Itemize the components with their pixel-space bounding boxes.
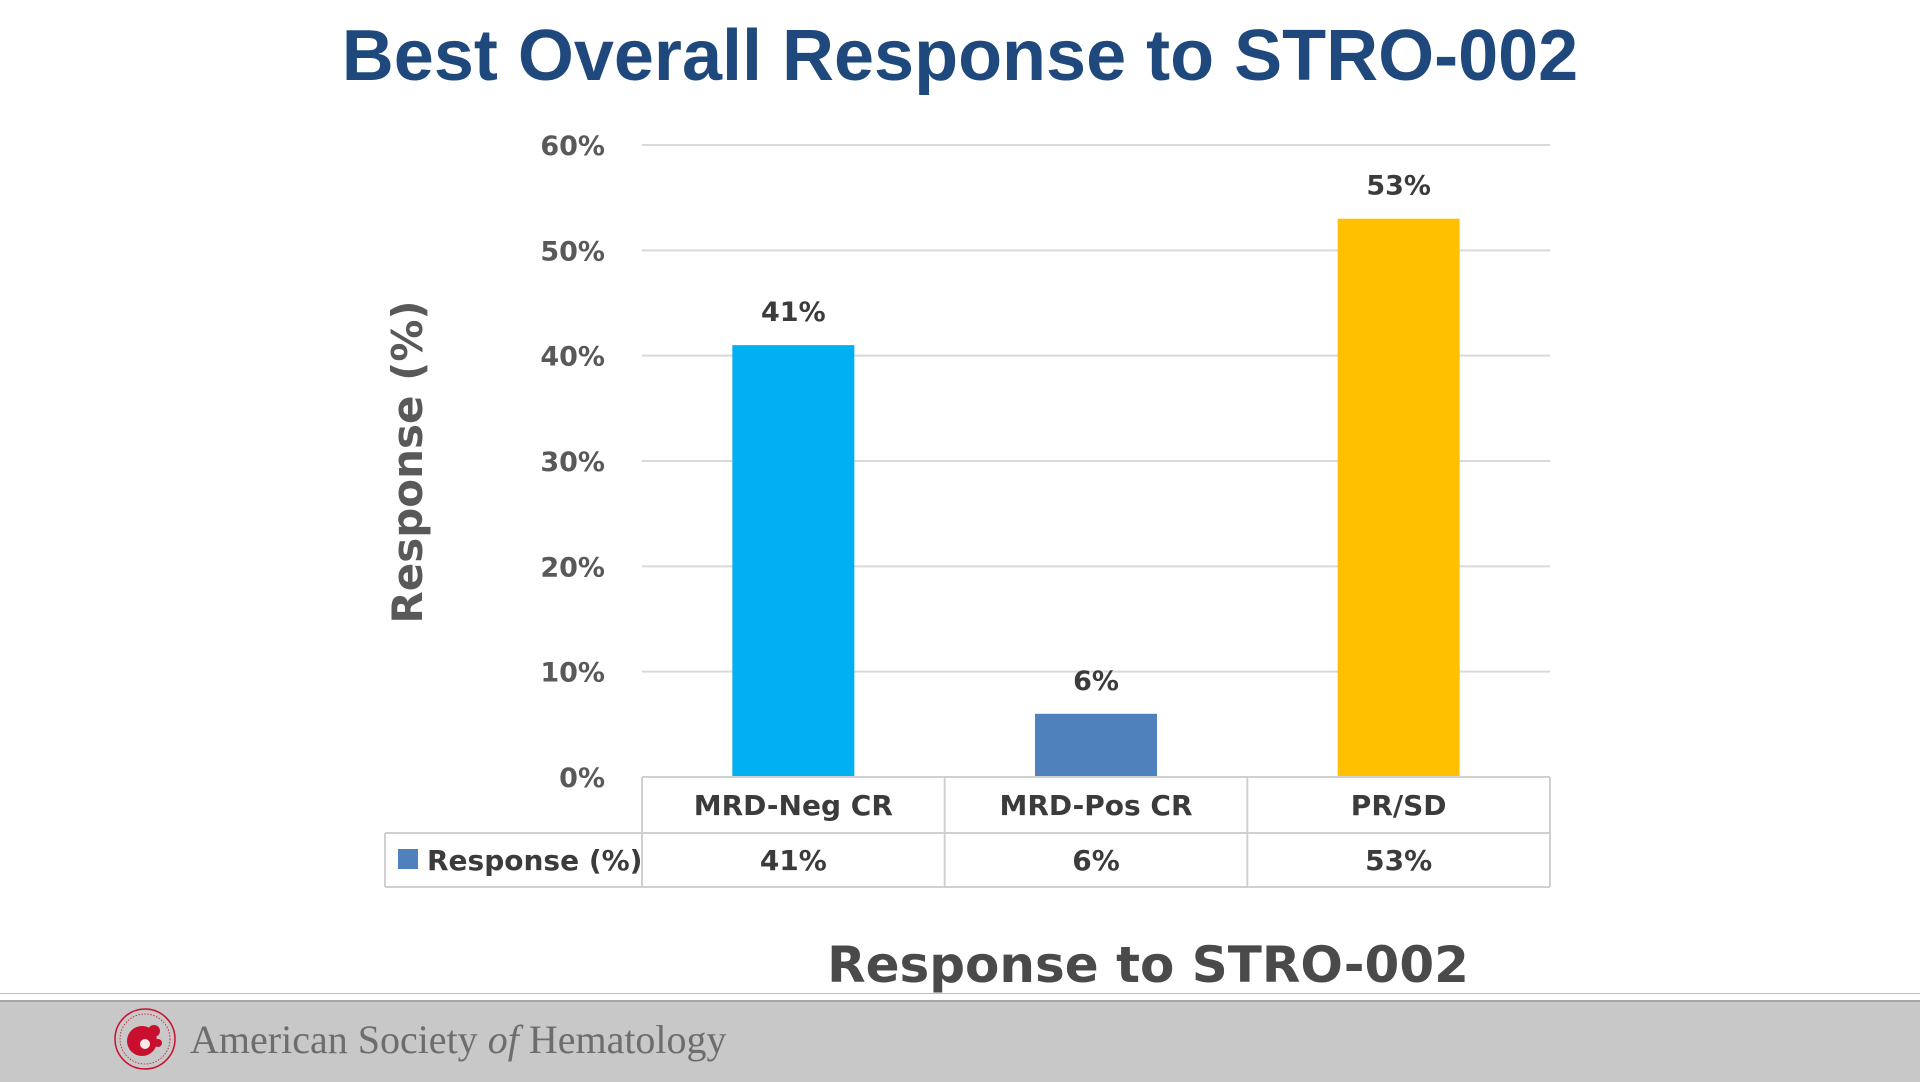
- y-tick-label: 40%: [540, 342, 605, 373]
- data-label: 53%: [1366, 171, 1431, 202]
- org-name-part: Hematology: [518, 1017, 727, 1062]
- legend-series-name: Response (%): [427, 844, 642, 877]
- bars: [732, 218, 1460, 777]
- footer-bar: [0, 1000, 1920, 1082]
- org-name-part: American Society: [190, 1017, 488, 1062]
- data-labels: 41% 6% 53%: [761, 171, 1431, 697]
- y-tick-label: 30%: [540, 447, 605, 478]
- x-category-label: MRD-Neg CR: [694, 789, 893, 822]
- y-tick-label: 0%: [559, 763, 605, 794]
- table-value: 53%: [1365, 844, 1432, 877]
- slide-title: Best Overall Response to STRO-002: [341, 16, 1579, 96]
- footer-divider: [0, 993, 1920, 994]
- bar: [1337, 218, 1460, 777]
- table-value: 6%: [1072, 844, 1120, 877]
- bar: [1035, 713, 1157, 777]
- bar-chart: 0% 10% 20% 30% 40% 50% 60% 41% 6% 53% MRD-Neg CR…: [383, 131, 1551, 994]
- x-category-label: PR/SD: [1351, 789, 1447, 822]
- y-tick-label: 20%: [540, 552, 605, 583]
- org-name-of: of: [487, 1017, 519, 1062]
- table-value: 41%: [760, 844, 827, 877]
- y-tick-label: 60%: [540, 131, 605, 162]
- y-tick-label: 10%: [540, 658, 605, 689]
- x-category-label: MRD-Pos CR: [999, 789, 1192, 822]
- y-tick-labels: 0% 10% 20% 30% 40% 50% 60%: [540, 131, 605, 794]
- data-label: 41%: [761, 297, 826, 328]
- x-axis-label: Response to STRO-002: [827, 936, 1469, 994]
- org-name: American Society of Hematology: [190, 1016, 727, 1064]
- y-tick-label: 50%: [540, 236, 605, 267]
- data-table: MRD-Neg CR 41% MRD-Pos CR 6% PR/SD 53% Respons…: [384, 776, 1551, 888]
- y-axis-label: Response (%): [383, 300, 432, 623]
- ash-logo-icon: [114, 1008, 176, 1070]
- legend-key: [398, 849, 418, 869]
- data-label: 6%: [1073, 666, 1119, 697]
- bar: [732, 345, 855, 777]
